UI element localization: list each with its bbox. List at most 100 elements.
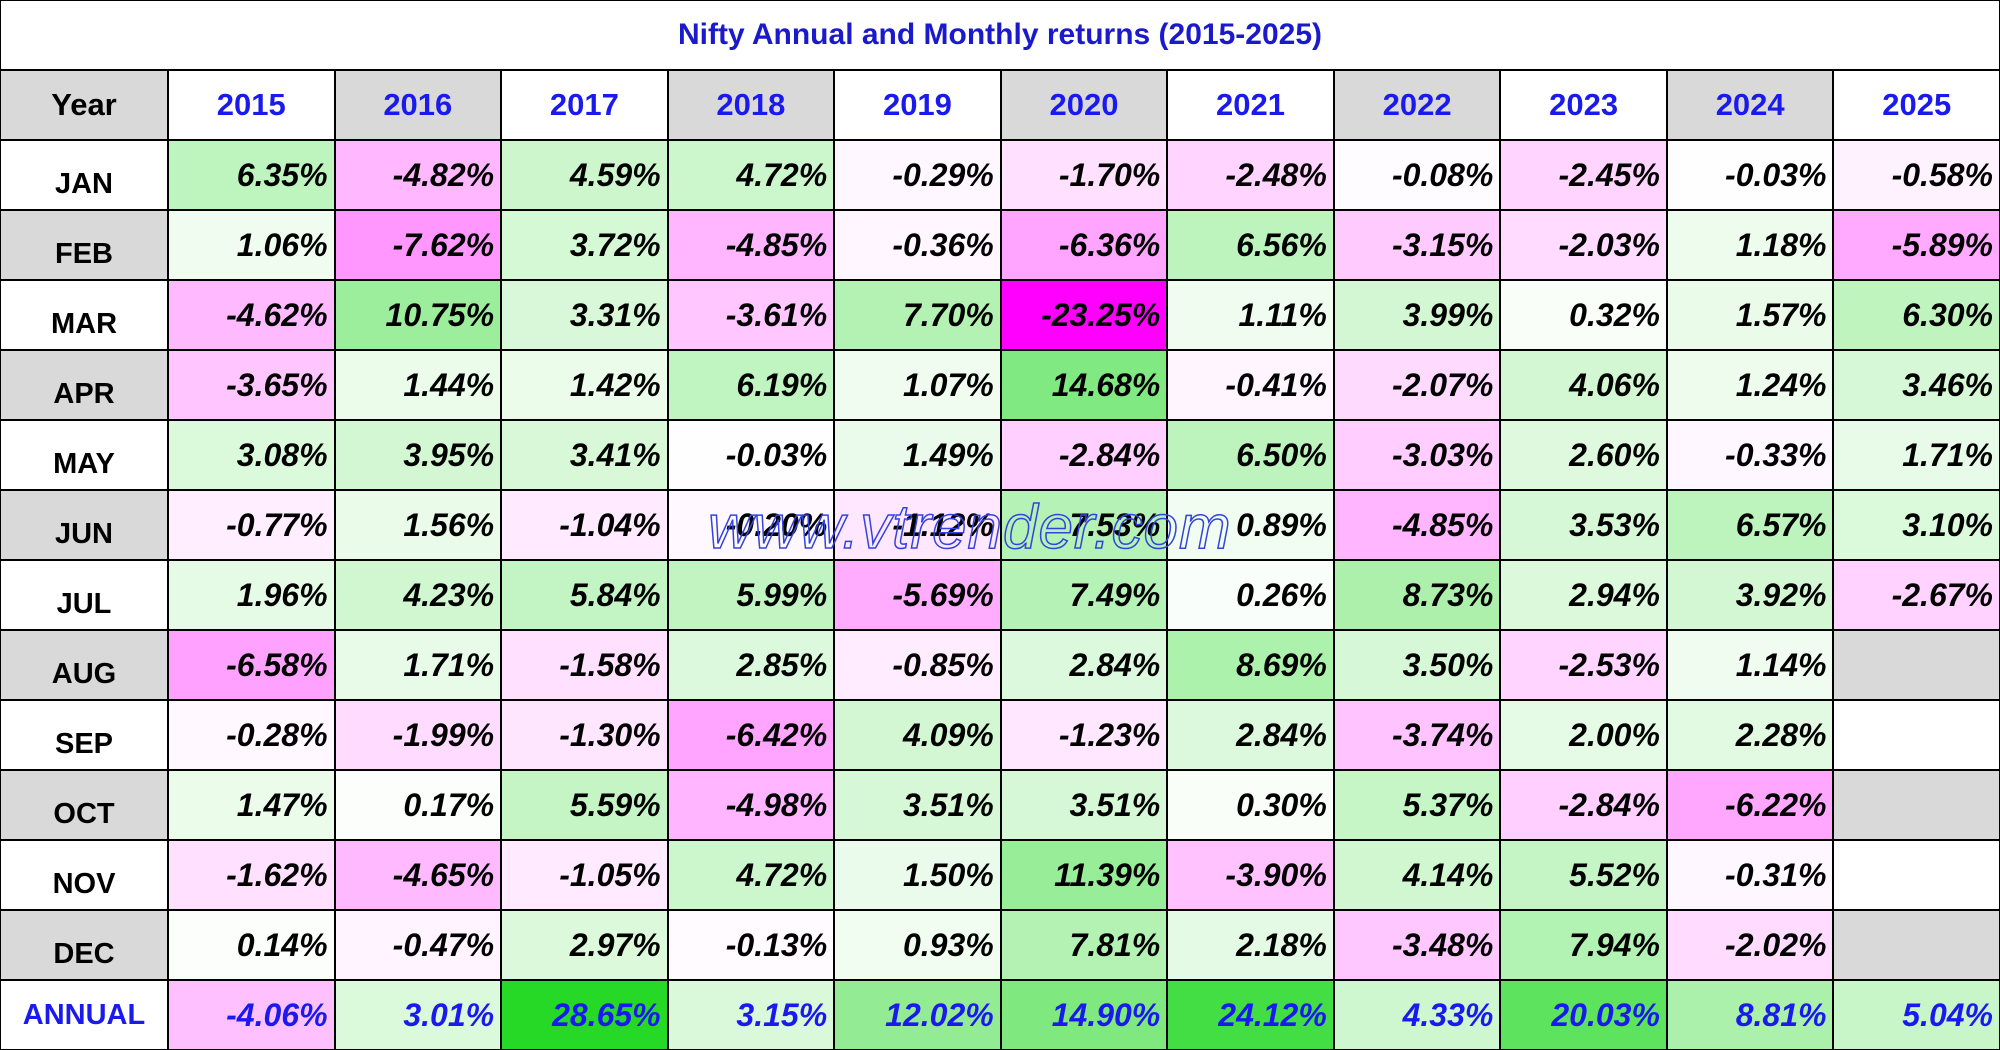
return-cell: 12.02% (835, 981, 1000, 1049)
row-label: AUG (1, 631, 167, 699)
return-cell: -1.70% (1001, 141, 1167, 209)
return-cell: -2.07% (1334, 351, 1500, 419)
return-cell: -0.41% (1168, 351, 1333, 419)
return-cell: -2.45% (1501, 141, 1666, 209)
return-cell: 1.71% (1834, 421, 1999, 489)
return-cell: 8.81% (1667, 981, 1833, 1049)
return-cell: 0.17% (335, 771, 501, 839)
return-cell: 4.59% (502, 141, 667, 209)
return-cell: 3.01% (335, 981, 501, 1049)
row-label: APR (1, 351, 167, 419)
return-cell: 3.92% (1667, 561, 1833, 629)
return-cell: -4.65% (335, 841, 501, 909)
return-cell: 11.39% (1001, 841, 1167, 909)
return-cell: 3.08% (169, 421, 334, 489)
return-cell: 2.85% (668, 631, 834, 699)
return-cell: 2.18% (1168, 911, 1333, 979)
return-cell: 0.26% (1168, 561, 1333, 629)
return-cell: -5.89% (1834, 211, 1999, 279)
return-cell: 1.14% (1667, 631, 1833, 699)
empty-cell (1834, 701, 1999, 769)
return-cell: -1.23% (1001, 701, 1167, 769)
return-cell: -3.74% (1334, 701, 1500, 769)
return-cell: -0.03% (1667, 141, 1833, 209)
return-cell: 5.52% (1501, 841, 1666, 909)
empty-cell (1834, 771, 1999, 839)
empty-cell (1834, 911, 1999, 979)
return-cell: -0.28% (169, 701, 334, 769)
return-cell: -3.65% (169, 351, 334, 419)
header-cell: 2025 (1834, 71, 1999, 139)
return-cell: -4.85% (668, 211, 834, 279)
return-cell: -1.30% (502, 701, 667, 769)
return-cell: 1.06% (169, 211, 334, 279)
return-cell: 3.51% (1001, 771, 1167, 839)
return-cell: 1.24% (1667, 351, 1833, 419)
return-cell: -1.12% (835, 491, 1000, 559)
return-cell: 4.06% (1501, 351, 1666, 419)
return-cell: 0.14% (169, 911, 334, 979)
return-cell: -4.98% (668, 771, 834, 839)
return-cell: 7.53% (1001, 491, 1167, 559)
return-cell: -2.84% (1501, 771, 1666, 839)
return-cell: 7.81% (1001, 911, 1167, 979)
return-cell: 6.30% (1834, 281, 1999, 349)
return-cell: -1.58% (502, 631, 667, 699)
return-cell: 4.72% (668, 141, 834, 209)
row-label: JUL (1, 561, 167, 629)
return-cell: -2.03% (1501, 211, 1666, 279)
return-cell: 4.09% (835, 701, 1000, 769)
row-label: OCT (1, 771, 167, 839)
return-cell: 3.31% (502, 281, 667, 349)
return-cell: -4.06% (169, 981, 334, 1049)
return-cell: 5.37% (1334, 771, 1500, 839)
header-cell: 2017 (502, 71, 667, 139)
return-cell: -0.03% (668, 421, 834, 489)
empty-cell (1834, 631, 1999, 699)
return-cell: -2.53% (1501, 631, 1666, 699)
return-cell: 3.46% (1834, 351, 1999, 419)
header-cell: Year (1, 71, 167, 139)
return-cell: -0.47% (335, 911, 501, 979)
return-cell: -0.85% (835, 631, 1000, 699)
return-cell: -0.33% (1667, 421, 1833, 489)
return-cell: 24.12% (1168, 981, 1333, 1049)
return-cell: -0.77% (169, 491, 334, 559)
return-cell: 3.50% (1334, 631, 1500, 699)
return-cell: 1.96% (169, 561, 334, 629)
return-cell: 1.18% (1667, 211, 1833, 279)
return-cell: 8.69% (1168, 631, 1333, 699)
return-cell: 2.94% (1501, 561, 1666, 629)
return-cell: 3.99% (1334, 281, 1500, 349)
return-cell: 1.47% (169, 771, 334, 839)
return-cell: 1.71% (335, 631, 501, 699)
return-cell: 1.44% (335, 351, 501, 419)
return-cell: -4.82% (335, 141, 501, 209)
return-cell: -2.67% (1834, 561, 1999, 629)
header-cell: 2021 (1168, 71, 1333, 139)
return-cell: 0.30% (1168, 771, 1333, 839)
return-cell: -1.99% (335, 701, 501, 769)
return-cell: 6.50% (1168, 421, 1333, 489)
return-cell: 20.03% (1501, 981, 1666, 1049)
return-cell: 1.42% (502, 351, 667, 419)
return-cell: 6.35% (169, 141, 334, 209)
return-cell: 3.51% (835, 771, 1000, 839)
title: Nifty Annual and Monthly returns (2015-2… (1, 1, 1999, 69)
return-cell: -1.62% (169, 841, 334, 909)
return-cell: 1.56% (335, 491, 501, 559)
return-cell: -4.62% (169, 281, 334, 349)
return-cell: 3.10% (1834, 491, 1999, 559)
row-label: ANNUAL (1, 981, 167, 1049)
return-cell: -0.31% (1667, 841, 1833, 909)
return-cell: -7.62% (335, 211, 501, 279)
return-cell: 1.07% (835, 351, 1000, 419)
return-cell: -6.36% (1001, 211, 1167, 279)
return-cell: 5.04% (1834, 981, 1999, 1049)
row-label: MAR (1, 281, 167, 349)
return-cell: 3.95% (335, 421, 501, 489)
return-cell: -3.03% (1334, 421, 1500, 489)
return-cell: -6.22% (1667, 771, 1833, 839)
return-cell: 2.97% (502, 911, 667, 979)
row-label: FEB (1, 211, 167, 279)
